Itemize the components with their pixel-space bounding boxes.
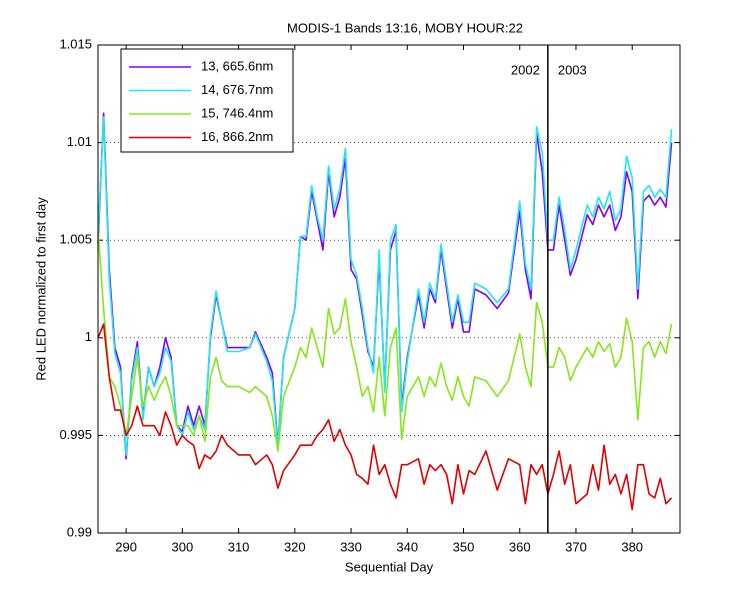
series-line (97, 230, 673, 452)
x-tick-label: 360 (509, 539, 531, 554)
legend-label: 14, 676.7nm (201, 82, 273, 97)
series-line (97, 116, 673, 456)
x-tick-label: 330 (340, 539, 362, 554)
x-tick-label: 350 (453, 539, 475, 554)
plot-frame (97, 44, 681, 534)
annotation: 2002 (511, 62, 540, 77)
x-tick-label: 300 (171, 539, 193, 554)
legend-label: 16, 866.2nm (201, 129, 273, 144)
chart-title: MODIS-1 Bands 13:16, MOBY HOUR:22 (287, 20, 523, 35)
y-tick-label: 1 (85, 329, 92, 344)
x-tick-label: 370 (565, 539, 587, 554)
legend-box (120, 48, 294, 153)
series-line (97, 323, 673, 511)
x-tick-label: 290 (115, 539, 137, 554)
y-tick-label: 1.015 (59, 36, 92, 51)
y-tick-label: 1.005 (59, 232, 92, 247)
x-axis-label: Sequential Day (345, 559, 434, 574)
x-tick-label: 310 (228, 539, 250, 554)
legend-label: 13, 665.6nm (201, 58, 273, 73)
x-tick-label: 380 (621, 539, 643, 554)
y-tick-label: 0.99 (67, 524, 92, 539)
legend-label: 15, 746.4nm (201, 105, 273, 120)
x-tick-label: 320 (284, 539, 306, 554)
annotation: 2003 (558, 62, 587, 77)
x-tick-label: 340 (396, 539, 418, 554)
y-tick-label: 0.995 (59, 427, 92, 442)
y-axis-label: Red LED normalized to first day (33, 197, 48, 381)
y-tick-label: 1.01 (67, 134, 92, 149)
